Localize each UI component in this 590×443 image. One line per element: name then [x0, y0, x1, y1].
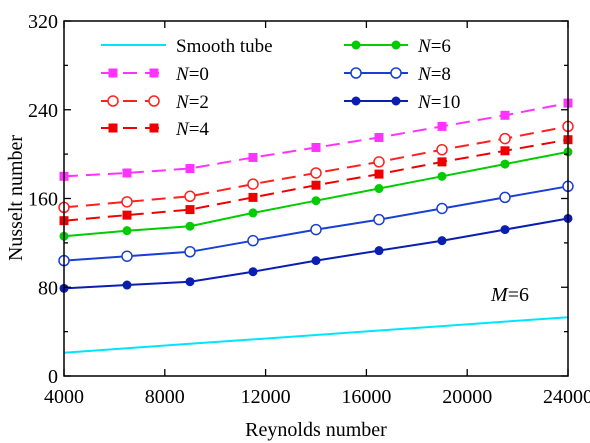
data-point-n-8	[436, 202, 448, 215]
y-axis-label: Nusselt number	[5, 135, 27, 261]
data-point-n-2	[310, 167, 322, 179]
x-tick-label: 12000	[241, 386, 291, 408]
data-point-n-10	[248, 267, 258, 277]
data-point-n-4	[374, 169, 384, 179]
legend-marker-n-4	[108, 123, 118, 133]
legend-entry-n-6: N=6	[344, 36, 451, 57]
series-line-smooth-tube	[63, 316, 569, 354]
y-tick-label: 160	[28, 189, 58, 211]
x-tick-label: 4000	[44, 386, 84, 408]
data-point-n-10	[185, 277, 195, 287]
legend-label-n-4: N=4	[175, 119, 209, 140]
data-point-n-6	[374, 184, 384, 194]
data-point-n-8	[373, 213, 385, 226]
data-point-n-0	[248, 152, 258, 162]
legend-marker-n-8	[390, 67, 402, 79]
legend-label-n-6: N=6	[417, 36, 451, 57]
data-point-n-4	[122, 210, 132, 220]
legend-entry-n-8: N=8	[344, 64, 451, 85]
legend-entry-n-0: N=0	[101, 64, 209, 85]
legend-label-n-2: N=2	[175, 92, 209, 113]
legend-marker-n-0	[149, 68, 159, 78]
data-point-n-10	[311, 256, 321, 266]
plot-series	[58, 98, 574, 354]
legend-label-smooth-tube: Smooth tube	[176, 36, 273, 57]
data-point-n-4	[311, 180, 321, 190]
data-point-n-0	[122, 168, 132, 178]
legend-marker-n-10	[391, 96, 401, 106]
axis-ticks: 4000 8000 12000 16000 20000 24000 0 80 160 240 320	[28, 11, 590, 408]
data-point-n-0	[311, 142, 321, 152]
y-tick-label: 240	[28, 100, 58, 122]
x-axis-label: Reynolds number	[245, 419, 387, 441]
legend-entry-n-10: N=10	[344, 92, 460, 113]
legend-marker-n-8	[350, 67, 362, 79]
y-tick-label: 320	[28, 11, 58, 33]
x-tick-label: 20000	[442, 386, 492, 408]
data-point-n-2	[121, 196, 133, 208]
x-tick-label: 8000	[145, 386, 185, 408]
legend-entry-n-4: N=4	[101, 119, 209, 140]
legend-entry-smooth-tube: Smooth tube	[101, 36, 273, 57]
y-tick-label: 0	[48, 366, 58, 388]
legend-marker-n-6	[391, 40, 401, 50]
legend: Smooth tube N=0 N=2 N=4 N=6 N=8 N=10	[101, 36, 460, 140]
data-point-n-2	[247, 178, 259, 190]
data-point-n-0	[500, 110, 510, 120]
data-point-n-10	[500, 225, 510, 235]
legend-label-n-0: N=0	[175, 64, 209, 85]
x-tick-label: 24000	[543, 386, 590, 408]
data-point-n-8	[184, 246, 196, 258]
legend-marker-n-0	[108, 68, 118, 78]
data-point-n-4	[185, 205, 195, 215]
data-point-n-4	[437, 157, 447, 167]
data-point-n-8	[247, 234, 259, 247]
legend-marker-n-2	[107, 95, 119, 107]
data-point-n-6	[311, 196, 321, 206]
data-point-n-2	[499, 132, 511, 145]
legend-label-n-8: N=8	[417, 64, 451, 85]
y-tick-label: 80	[38, 277, 58, 299]
series-line-n-6	[63, 150, 569, 238]
data-point-n-10	[122, 280, 132, 290]
data-point-n-6	[122, 226, 132, 236]
legend-marker-n-4	[149, 123, 159, 133]
series-smooth-tube	[63, 316, 569, 354]
data-point-n-6	[185, 221, 195, 231]
series-line-n-0	[63, 102, 569, 178]
data-point-n-8	[121, 250, 133, 262]
series-n-8	[58, 180, 574, 267]
data-point-n-4	[248, 192, 258, 202]
data-point-n-2	[184, 190, 196, 203]
data-point-n-10	[437, 236, 447, 246]
legend-label-n-10: N=10	[417, 92, 460, 113]
x-tick-label: 16000	[341, 386, 391, 408]
data-point-n-6	[248, 208, 258, 218]
data-point-n-8	[499, 191, 511, 204]
legend-marker-n-10	[351, 96, 361, 106]
data-point-n-2	[436, 143, 448, 156]
data-point-n-6	[437, 171, 447, 181]
data-point-n-2	[373, 156, 385, 168]
m-value-annotation: M=6	[490, 284, 529, 306]
data-point-n-0	[374, 132, 384, 142]
series-n-2	[58, 120, 574, 214]
data-point-n-0	[437, 121, 447, 131]
data-point-n-8	[310, 223, 322, 236]
data-point-n-10	[374, 246, 384, 256]
data-point-n-4	[500, 146, 510, 156]
legend-marker-n-2	[148, 95, 160, 107]
legend-entry-n-2: N=2	[101, 92, 209, 113]
data-point-n-0	[185, 164, 195, 174]
legend-marker-n-6	[351, 40, 361, 50]
data-point-n-6	[500, 159, 510, 169]
